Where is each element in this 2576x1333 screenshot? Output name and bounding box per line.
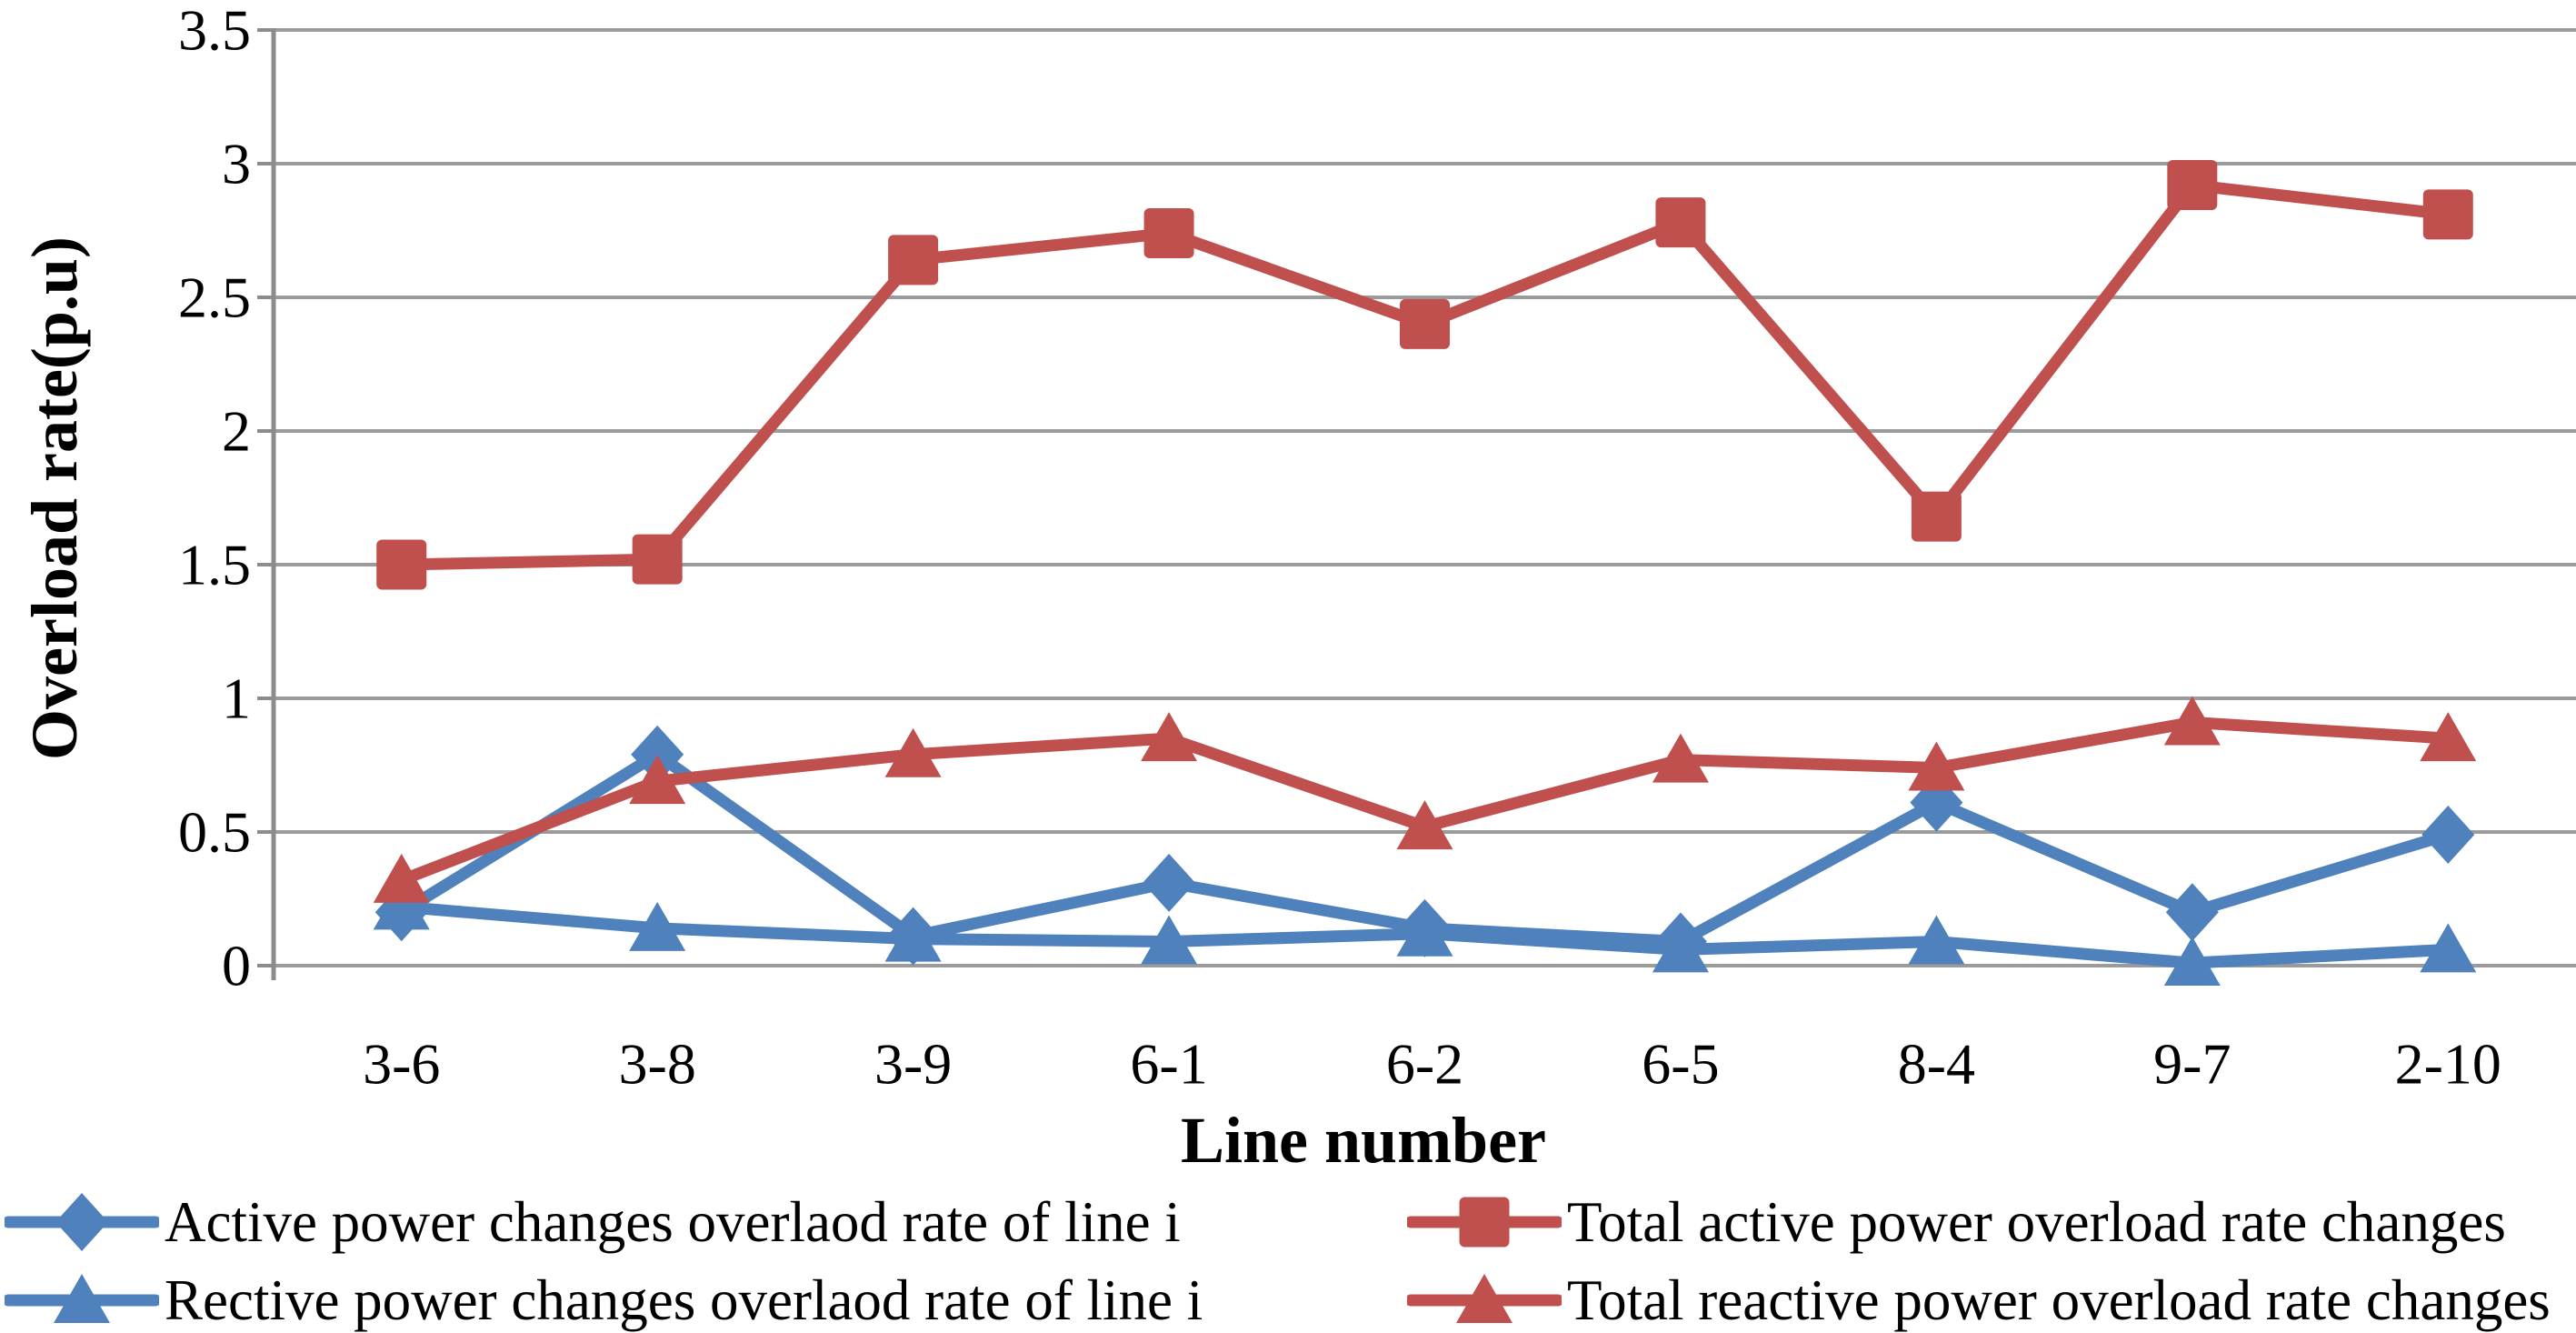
y-tick-label: 1.5 [178,533,251,597]
x-tick-label: 2-10 [2395,1032,2501,1097]
x-tick-label: 3-6 [363,1032,440,1097]
triangle-marker [1652,733,1709,783]
triangle-marker [884,727,942,777]
square-marker [1459,1197,1510,1248]
square-legend-key-icon [1407,1197,1562,1248]
triangle-marker [629,901,686,951]
legend-item-series-0: Active power changes overlaod rate of li… [5,1184,1181,1260]
square-marker [1911,491,1962,542]
legend-label: Rective power changes overlaod rate of l… [165,1268,1203,1332]
triangle-marker [884,912,942,962]
y-tick-label: 2 [222,399,251,464]
diamond-marker [2165,883,2219,942]
triangle-marker [1908,741,1965,791]
y-tick-label: 3 [222,132,251,196]
square-marker [888,235,939,286]
x-tick-label: 8-4 [1898,1032,1975,1097]
y-tick-label: 3.5 [178,0,251,63]
x-axis-category-labels: 3-6 3-8 3-9 6-1 6-2 6-5 8-4 9-7 2-10 [363,1032,2501,1097]
square-marker [632,534,683,585]
square-marker [2167,160,2218,211]
legend-label: Total active power overload rate changes [1567,1189,2506,1254]
y-tick-label: 2.5 [178,266,251,330]
x-tick-label: 6-1 [1130,1032,1207,1097]
triangle-marker [2420,923,2477,973]
legend-item-series-3: Total reactive power overload rate chang… [1407,1262,2551,1333]
triangle-marker [629,755,686,805]
x-tick-label: 3-9 [874,1032,952,1097]
legend-item-series-2: Total active power overload rate changes [1407,1184,2506,1260]
y-tick-label: 0.5 [178,800,251,865]
triangle-marker [1141,915,1198,965]
square-marker [1655,197,1706,248]
diamond-marker [55,1193,108,1251]
diamond-legend-key-icon [5,1193,159,1251]
x-tick-label: 3-8 [619,1032,696,1097]
square-marker [2422,189,2473,240]
triangle-marker [2163,937,2221,987]
square-marker [376,539,427,590]
triangle-marker [1908,915,1965,965]
y-tick-label: 0 [222,934,251,998]
y-axis-tick-labels: 0 0.5 1 1.5 2 2.5 3 3.5 [178,0,251,998]
triangle-marker [1141,712,1198,762]
square-marker [1143,207,1194,258]
legend-label: Total reactive power overload rate chang… [1567,1268,2551,1332]
diamond-marker [1143,853,1196,912]
triangle-legend-key-icon [5,1274,159,1323]
triangle-marker [1456,1274,1513,1323]
x-axis-title: Line number [1180,1104,1547,1177]
x-tick-label: 9-7 [2153,1032,2231,1097]
y-axis-title: Overload rate(p.u) [18,236,91,760]
series-1 [373,880,2477,987]
triangle-marker [1396,800,1453,850]
legend-item-series-1: Rective power changes overlaod rate of l… [5,1262,1203,1333]
triangle-marker [373,853,430,903]
x-tick-label: 6-2 [1386,1032,1463,1097]
square-marker [1400,298,1450,349]
triangle-marker [373,880,430,930]
legend-label: Active power changes overlaod rate of li… [165,1189,1181,1254]
triangle-marker [54,1274,110,1323]
y-tick-label: 1 [222,666,251,731]
x-tick-label: 6-5 [1642,1032,1719,1097]
triangle-marker [2420,712,2477,762]
triangle-marker [1652,923,1709,973]
series-3 [373,696,2477,903]
diamond-marker [631,725,684,784]
triangle-marker [1396,907,1453,957]
diamond-marker [2421,805,2475,864]
triangle-legend-key-icon [1407,1274,1562,1323]
triangle-marker [2163,696,2221,746]
series-2 [376,160,2473,590]
series-line [395,179,2454,571]
